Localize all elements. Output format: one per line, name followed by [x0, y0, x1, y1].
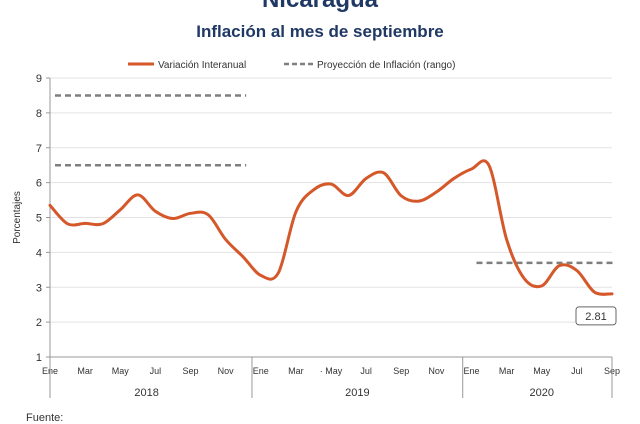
chart-subtitle: Inflación al mes de septiembre: [196, 22, 444, 41]
x-tick-label-4: May: [112, 366, 130, 376]
y-tick-label-1: 1: [36, 352, 42, 364]
page-title: Nicaragua: [0, 0, 640, 14]
x-tick-label-12: Ene: [253, 366, 269, 376]
x-tick-label-14: Mar: [288, 366, 304, 376]
y-tick-label-4: 4: [36, 247, 42, 259]
x-tick-label-2: Mar: [77, 366, 93, 376]
annotation-label: 2.81: [585, 311, 606, 323]
series-line-variacion: [48, 159, 614, 296]
annotation-box: [575, 306, 617, 326]
x-tick-label-16: · May: [320, 366, 343, 376]
y-tick-label-5: 5: [36, 213, 42, 225]
x-tick-label-6: Jul: [150, 366, 162, 376]
legend-label-variacion: Variación Interanual: [158, 60, 246, 71]
y-tick-label-7: 7: [36, 143, 42, 155]
x-tick-label-28: May: [533, 366, 551, 376]
y-tick-label-2: 2: [36, 317, 42, 329]
x-tick-label-18: Jul: [360, 366, 372, 376]
year-label-2018: 2018: [134, 387, 158, 399]
inflation-line-chart: Variación Interanual Proyección de Inflac…: [12, 60, 620, 399]
year-label-2020: 2020: [530, 387, 554, 399]
y-tick-label-6: 6: [36, 178, 42, 190]
year-label-2019: 2019: [345, 387, 369, 399]
x-tick-label-22: Nov: [428, 366, 445, 376]
source-label: Fuente:: [26, 412, 64, 424]
x-tick-label-30: Jul: [571, 366, 583, 376]
x-tick-label-24: Ene: [463, 366, 479, 376]
x-tick-label-10: Nov: [218, 366, 235, 376]
x-tick-label-26: Mar: [499, 366, 515, 376]
x-tick-label-20: Sep: [393, 366, 409, 376]
y-tick-label-9: 9: [36, 73, 42, 85]
y-axis-label: Porcentajes: [12, 191, 23, 244]
y-tick-label-8: 8: [36, 108, 42, 120]
legend-label-proyeccion: Proyección de Inflación (rango): [317, 60, 455, 71]
y-tick-label-3: 3: [36, 282, 42, 294]
x-tick-label-8: Sep: [182, 366, 198, 376]
